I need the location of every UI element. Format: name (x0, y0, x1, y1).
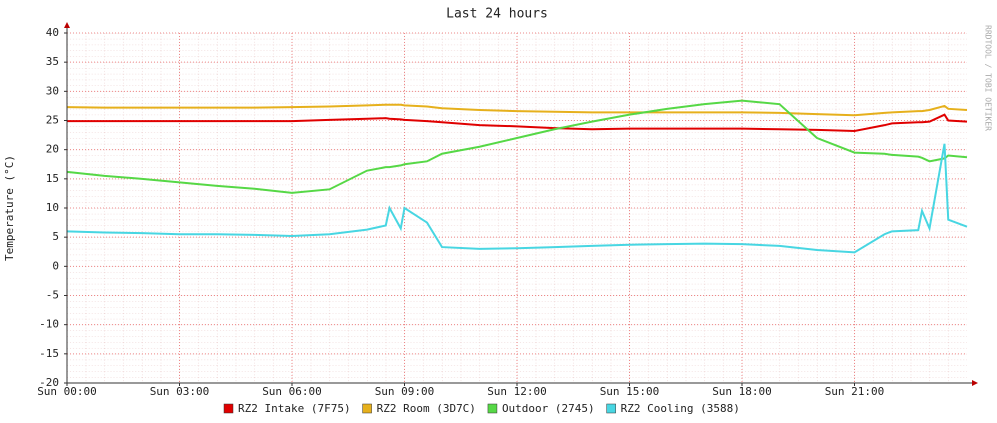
y-tick-label: 10 (46, 201, 59, 214)
chart-title: Last 24 hours (446, 7, 548, 22)
legend-label: RZ2 Cooling (3588) (621, 402, 740, 415)
x-tick-label: Sun 00:00 (37, 385, 97, 398)
y-tick-label: 30 (46, 84, 59, 97)
y-tick-label: 20 (46, 143, 59, 156)
axes: -20 -15 -10 -5 0 5 10 15 20 25 30 35 40 Sun 00:00 Sun … (37, 22, 978, 398)
y-tick-label: -20 (39, 376, 59, 389)
x-tick-label: Sun 12:00 (487, 385, 547, 398)
grid (66, 32, 967, 384)
x-tick-label: Sun 21:00 (825, 385, 885, 398)
x-tick-label: Sun 06:00 (262, 385, 322, 398)
series-line (66, 99, 968, 194)
y-tick-label: 40 (46, 26, 59, 39)
legend-swatch (362, 403, 372, 414)
series-line (66, 103, 968, 117)
y-tick-label: -10 (39, 318, 59, 331)
y-tick-label: 35 (46, 55, 59, 68)
legend-swatch (487, 403, 498, 414)
x-tick-label: Sun 18:00 (712, 385, 772, 398)
x-tick-label: Sun 03:00 (150, 385, 210, 398)
legend-swatch (606, 403, 616, 414)
y-tick-label: 25 (46, 114, 59, 127)
side-label: RRDTOOL / TOBI OETIKER (984, 25, 993, 131)
x-arrow (972, 380, 978, 386)
y-tick-label: 0 (52, 259, 59, 272)
legend: RZ2 Intake (7F75) RZ2 Room (3D7C) Outdoor … (223, 402, 740, 415)
y-axis-label: Temperature (°C) (3, 155, 16, 261)
series-line (67, 113, 968, 133)
y-tick-label: -15 (39, 347, 59, 360)
y-arrow (64, 22, 70, 28)
series-line (66, 143, 968, 254)
legend-label: RZ2 Room (3D7C) (377, 402, 476, 415)
y-tick-label: -5 (46, 289, 59, 302)
legend-swatch (223, 403, 234, 414)
plot (66, 99, 968, 254)
x-tick-label: Sun 09:00 (375, 385, 435, 398)
x-tick-label: Sun 15:00 (600, 385, 660, 398)
y-tick-label: 15 (46, 172, 59, 185)
legend-label: RZ2 Intake (7F75) (238, 402, 351, 415)
y-tick-label: 5 (52, 230, 59, 243)
legend-label: Outdoor (2745) (502, 402, 595, 415)
